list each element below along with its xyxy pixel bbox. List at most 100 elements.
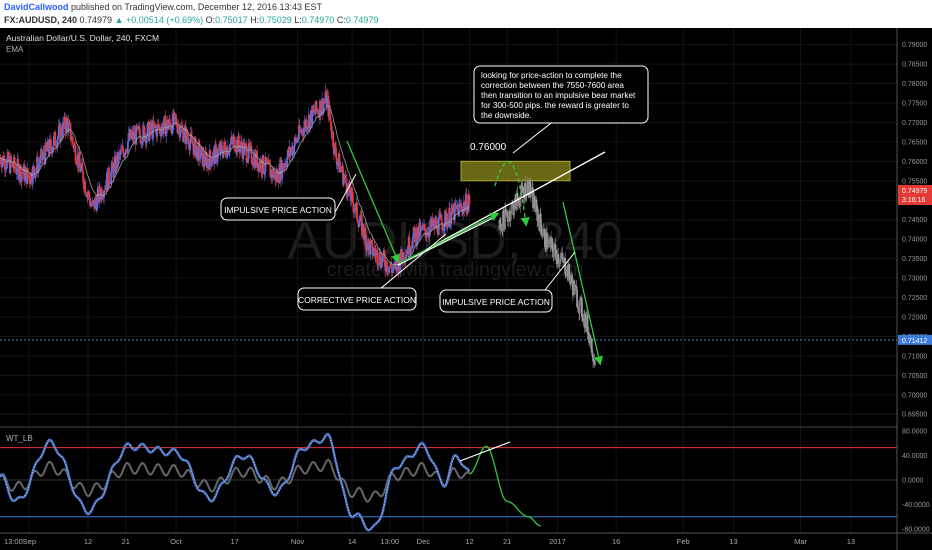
current-price-value: 0.74979 <box>902 188 927 195</box>
trendline-lower[interactable] <box>397 216 496 266</box>
oscillator-tick-label: -40.0000 <box>902 502 930 509</box>
candle-body <box>152 121 154 140</box>
time-tick-label: 13 <box>847 537 855 546</box>
candle-body <box>354 203 357 211</box>
candle-body <box>330 121 333 132</box>
candle-body <box>240 141 243 149</box>
candle-body <box>75 161 78 164</box>
candle-body <box>22 173 24 174</box>
candle-body <box>157 124 160 129</box>
price-tick-label: 0.72500 <box>902 295 927 302</box>
oscillator-trendline[interactable] <box>459 441 511 462</box>
candle-body <box>126 141 129 152</box>
time-axis[interactable]: 13:00 Sep 12 21 Oct 17 Nov 14 13:00 Dec 12 21 2017 16… <box>4 537 855 546</box>
candle-body <box>18 176 21 181</box>
price-tick-label: 0.73000 <box>902 276 927 283</box>
candle-body <box>178 125 181 138</box>
candle-body <box>14 167 17 169</box>
projection-candle-body <box>560 257 562 259</box>
candle-body <box>89 199 92 207</box>
chart-canvas[interactable]: AUDUSD, 240 created with tradingview.com… <box>0 28 932 550</box>
author-link[interactable]: DavidCallwood <box>4 2 69 12</box>
candle-body <box>168 119 171 124</box>
price-axis[interactable] <box>898 28 932 550</box>
candle-body <box>322 103 325 114</box>
candle-body <box>428 227 431 237</box>
candle-body <box>251 162 254 165</box>
projection-candle-body <box>574 284 576 295</box>
candle-body <box>335 148 337 158</box>
candle-body <box>449 223 452 227</box>
candle-body <box>109 183 112 184</box>
corrective-callout[interactable]: CORRECTIVE PRICE ACTION <box>297 233 447 311</box>
candle-body <box>228 152 231 154</box>
candle-body <box>343 176 346 178</box>
candle-body <box>186 129 189 139</box>
corrective-up-arrow[interactable] <box>399 212 500 264</box>
impulse-down-arrow[interactable] <box>346 140 400 264</box>
price-tick-label: 0.79000 <box>902 42 927 49</box>
projection-candle-body <box>555 250 557 260</box>
candle-body <box>220 142 223 146</box>
projection-candle-body <box>562 258 565 263</box>
impulsive-callout-2[interactable]: IMPULSIVE PRICE ACTION <box>439 251 576 313</box>
time-tick-label: Mar <box>794 537 807 546</box>
candle-body <box>294 137 297 139</box>
time-tick-label: 21 <box>122 537 130 546</box>
note-line: looking for price-action to complete the <box>481 71 622 80</box>
candle-body <box>333 143 336 155</box>
candle-body <box>15 168 17 174</box>
candle-body <box>353 210 356 212</box>
candle-body <box>71 136 74 143</box>
projection-candle-body <box>551 241 554 252</box>
candle-body <box>400 249 403 259</box>
candle-body <box>222 149 225 158</box>
candle-body <box>26 168 29 184</box>
symbol-label[interactable]: FX:AUDUSD, 240 <box>4 15 78 25</box>
candle-body <box>52 136 55 147</box>
candle-body <box>427 232 430 236</box>
candle-body <box>379 252 381 264</box>
candle-body <box>436 219 439 233</box>
candle-body <box>415 228 418 246</box>
projection-candle-body <box>513 198 516 210</box>
candle-body <box>11 162 14 167</box>
candle-body <box>298 124 301 133</box>
projection-candle-body <box>504 208 506 230</box>
projection-candle-body <box>516 193 518 210</box>
candle-body <box>448 207 451 227</box>
oscillator-label[interactable]: WT_LB <box>6 434 33 443</box>
candle-body <box>182 137 185 142</box>
candle-body <box>351 188 353 193</box>
candle-body <box>38 163 41 165</box>
candle-body <box>165 126 168 137</box>
price-tick-label: 0.71000 <box>902 353 927 360</box>
candle-body <box>81 162 84 171</box>
candle-body <box>323 101 326 103</box>
candle-body <box>190 132 193 137</box>
candle-body <box>193 140 196 155</box>
candle-body <box>356 218 359 223</box>
candle-body <box>5 168 8 170</box>
impulsive-callout-1[interactable]: IMPULSIVE PRICE ACTION <box>220 173 357 221</box>
projected-impulse-arrow[interactable] <box>562 201 603 366</box>
candle-body <box>250 146 253 163</box>
candle-body <box>148 129 151 141</box>
note-callout[interactable]: looking for price-action to complete the… <box>473 65 649 154</box>
projection-candle-body <box>542 229 545 236</box>
low-label: L: <box>294 15 302 25</box>
candle-body <box>125 149 128 152</box>
candle-body <box>24 170 27 182</box>
candle-body <box>311 106 314 125</box>
target-zone[interactable] <box>460 160 571 182</box>
projection-candle-body <box>591 352 594 357</box>
candle-body <box>129 129 132 139</box>
candle-body <box>207 158 210 163</box>
candle-body <box>307 125 309 129</box>
candle-body <box>4 169 7 171</box>
projection-candle-body <box>590 338 593 353</box>
candle-body <box>466 212 469 214</box>
indicator-label[interactable]: EMA <box>6 45 24 54</box>
candle-body <box>326 94 328 107</box>
close-label: C: <box>336 15 346 25</box>
